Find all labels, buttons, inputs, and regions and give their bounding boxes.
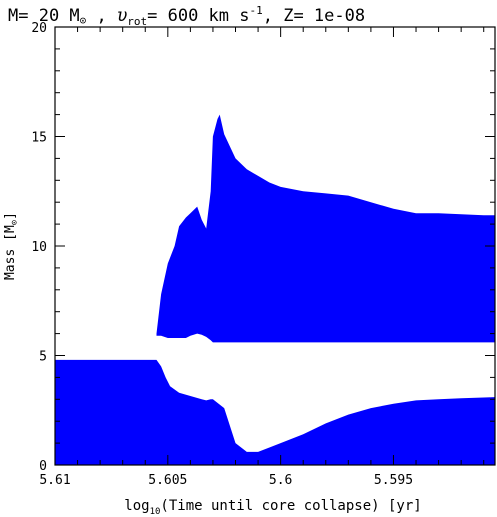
convective-envelope-region	[156, 114, 495, 343]
y-tick-label: 0	[39, 459, 47, 474]
x-tick-label: 5.61	[39, 473, 70, 488]
y-tick-label: 10	[31, 240, 47, 255]
title-metallicity: , Z= 1e-08	[263, 6, 365, 26]
title-vrot-sub: rot	[127, 15, 147, 28]
y-tick-label: 15	[31, 131, 47, 146]
y-tick-labels: 0 5 10 15 20	[31, 21, 47, 474]
convective-core-region	[55, 359, 495, 465]
x-axis-label: log10(Time until core collapse) [yr]	[124, 498, 421, 517]
y-tick-label: 5	[39, 350, 47, 365]
x-tick-label: 5.6	[269, 473, 292, 488]
x-tick-label: 5.595	[374, 473, 413, 488]
x-tick-labels: 5.61 5.605 5.6 5.595	[39, 473, 413, 488]
chart-title: M= 20 M⊙ , υrot= 600 km s-1, Z= 1e-08	[8, 4, 365, 28]
y-axis-label: Mass [M⊙]	[3, 212, 20, 280]
title-mass: M= 20 M	[8, 6, 80, 26]
title-vrot-exp: -1	[249, 4, 262, 17]
plot-frame	[54, 26, 496, 466]
title-vrot-symbol: υ	[117, 6, 127, 26]
title-vrot-value: = 600 km s	[147, 6, 249, 26]
title-sun-symbol: ⊙	[80, 14, 87, 27]
y-tick-label: 20	[31, 21, 47, 36]
x-tick-label: 5.605	[148, 473, 187, 488]
